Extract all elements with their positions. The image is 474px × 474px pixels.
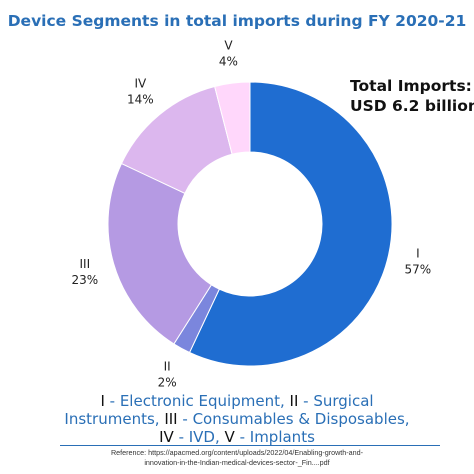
slice-label-ii: II 2%: [158, 360, 177, 390]
slice-label-iii: III 23%: [71, 257, 98, 287]
donut-slices: [107, 81, 393, 367]
annotation-line-2: USD 6.2 billion: [350, 97, 474, 115]
slice-label-iv: IV 14%: [127, 76, 154, 106]
legend-text-5: Implants: [249, 428, 315, 446]
chart-title: Device Segments in total imports during …: [7, 12, 467, 30]
annotation-line-1: Total Imports:: [350, 77, 472, 95]
reference-note: Reference: https://apacmed.org/content/u…: [20, 448, 454, 468]
legend-num-2: II: [289, 392, 299, 410]
reference-line-2: innovation-in-the-Indian-medical-devices…: [144, 458, 330, 467]
legend-num-4: IV: [159, 428, 174, 446]
legend-text-2: Surgical Instruments: [64, 392, 374, 428]
legend-text-1: Electronic Equipment: [119, 392, 280, 410]
reference-line-1: Reference: https://apacmed.org/content/u…: [110, 448, 364, 457]
legend: I - Electronic Equipment, II - Surgical …: [64, 392, 410, 446]
slice-i: [188, 81, 393, 367]
slice-v: [214, 81, 251, 155]
total-imports-annotation: Total Imports: USD 6.2 billion: [350, 76, 474, 116]
legend-num-3: III: [164, 410, 178, 428]
legend-num-1: I: [100, 392, 105, 410]
legend-num-5: V: [224, 428, 235, 446]
slice-labels: I 57% II 2% III 23% IV 14% V 4%: [71, 38, 431, 389]
legend-text-3: Consumables & Disposables: [192, 410, 405, 428]
legend-text-4: IVD: [188, 428, 215, 446]
divider: [60, 445, 440, 446]
slice-label-v: V 4%: [219, 38, 238, 68]
slice-iii: [107, 162, 213, 345]
slice-label-i: I 57%: [405, 247, 432, 277]
